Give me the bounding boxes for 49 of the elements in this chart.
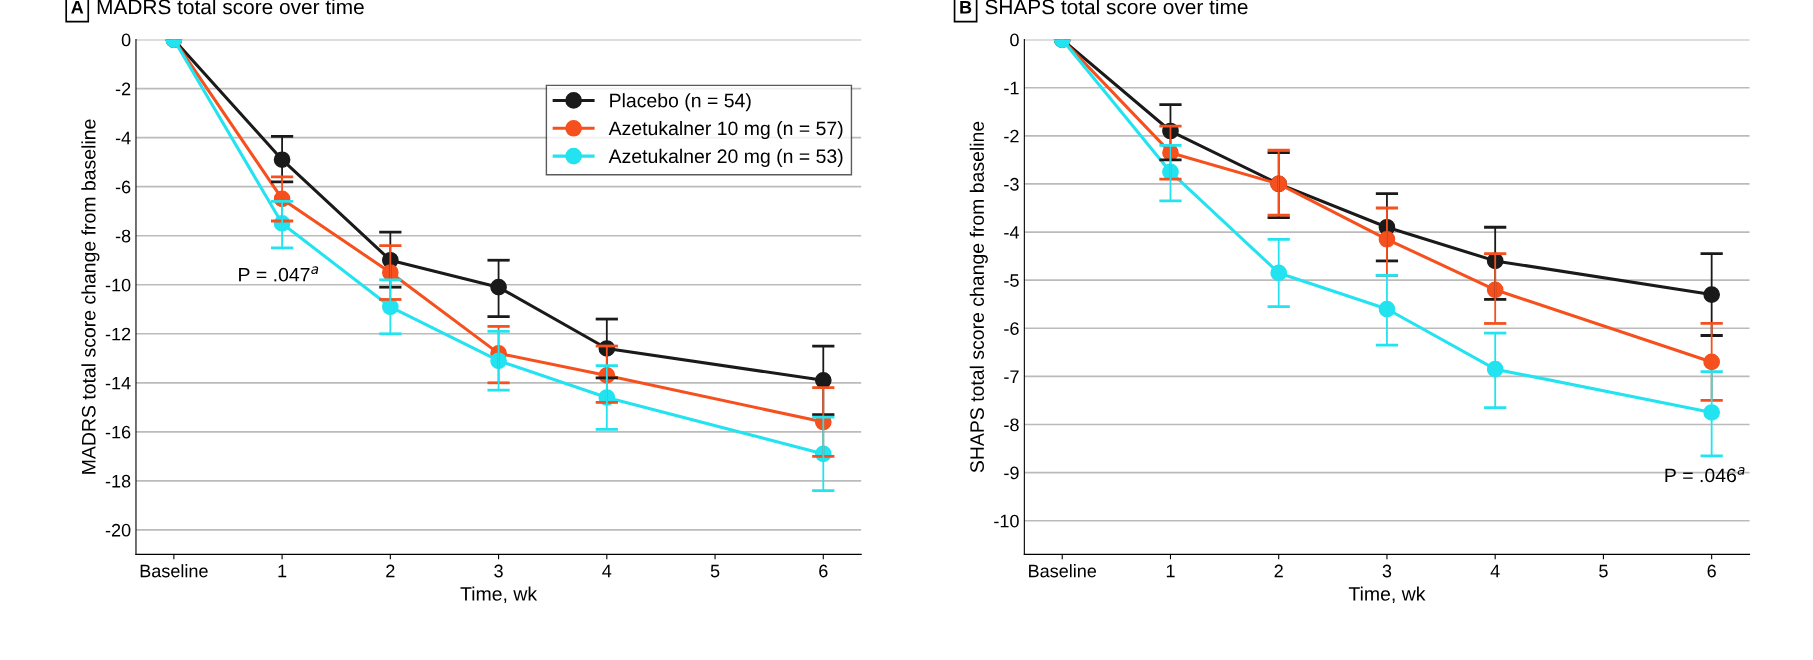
annotation: P = .047$^{a}$ — [239, 266, 319, 282]
x-tick-label: 5 — [710, 564, 720, 578]
x-tick-label: Baseline — [140, 564, 208, 578]
legend-label: Placebo (n = 54) — [610, 93, 751, 112]
y-tick-label: -10 — [994, 514, 1019, 528]
y-tick-label: -5 — [1004, 274, 1019, 287]
y-tick-label: -18 — [105, 474, 131, 488]
y-tick-label: -4 — [115, 131, 131, 145]
y-tick-label: -7 — [1004, 370, 1019, 383]
y-tick-label: -4 — [1004, 226, 1019, 239]
x-tick-label: 1 — [278, 564, 287, 578]
y-tick-label: -3 — [1004, 177, 1019, 191]
y-tick-label: -2 — [1004, 129, 1019, 143]
y-tick-label: -8 — [1004, 418, 1019, 432]
y-tick-label: -16 — [105, 425, 131, 439]
y-tick-label: -12 — [105, 327, 131, 341]
y-tick-label: -2 — [115, 82, 131, 96]
y-axis-title: SHAPS total score change from baseline — [969, 121, 988, 473]
y-tick-label: 0 — [1010, 33, 1019, 47]
legend-label: Azetukalner 10 mg (n = 57) — [608, 120, 843, 140]
x-tick-label: 3 — [1382, 564, 1392, 578]
x-axis-title: Time, wk — [460, 586, 538, 604]
x-tick-label: 5 — [1599, 564, 1608, 578]
x-tick-label: 6 — [819, 564, 828, 578]
text: B — [960, 0, 972, 14]
y-tick-label: -8 — [115, 229, 131, 243]
x-tick-label: 4 — [1490, 564, 1500, 578]
chart-title: SHAPS total score over time — [985, 0, 1248, 15]
y-tick-label: -20 — [105, 523, 131, 537]
x-axis-title: Time, wk — [1348, 586, 1426, 604]
text: A — [71, 0, 84, 14]
y-tick-label: -1 — [1004, 81, 1019, 95]
y-tick-label: -6 — [1004, 322, 1019, 335]
y-tick-label: -9 — [1004, 466, 1019, 480]
x-tick-label: 2 — [386, 564, 395, 578]
y-tick-label: -6 — [115, 180, 131, 194]
x-tick-label: 6 — [1707, 564, 1716, 578]
legend-label: Azetukalner 20 mg (n = 53) — [608, 148, 843, 167]
x-tick-label: Baseline — [1029, 564, 1097, 578]
x-tick-label: 3 — [494, 564, 503, 578]
y-tick-label: -14 — [105, 376, 131, 390]
y-tick-label: 0 — [121, 33, 131, 47]
x-tick-label: 1 — [1166, 564, 1175, 578]
x-tick-label: 4 — [602, 564, 612, 578]
annotation: P = .046$^{a}$ — [1665, 467, 1745, 483]
chart-title: MADRS total score over time — [97, 0, 364, 15]
x-tick-label: 2 — [1274, 564, 1283, 578]
y-tick-label: -10 — [105, 278, 131, 292]
y-axis-title: MADRS total score change from baseline — [81, 119, 100, 474]
